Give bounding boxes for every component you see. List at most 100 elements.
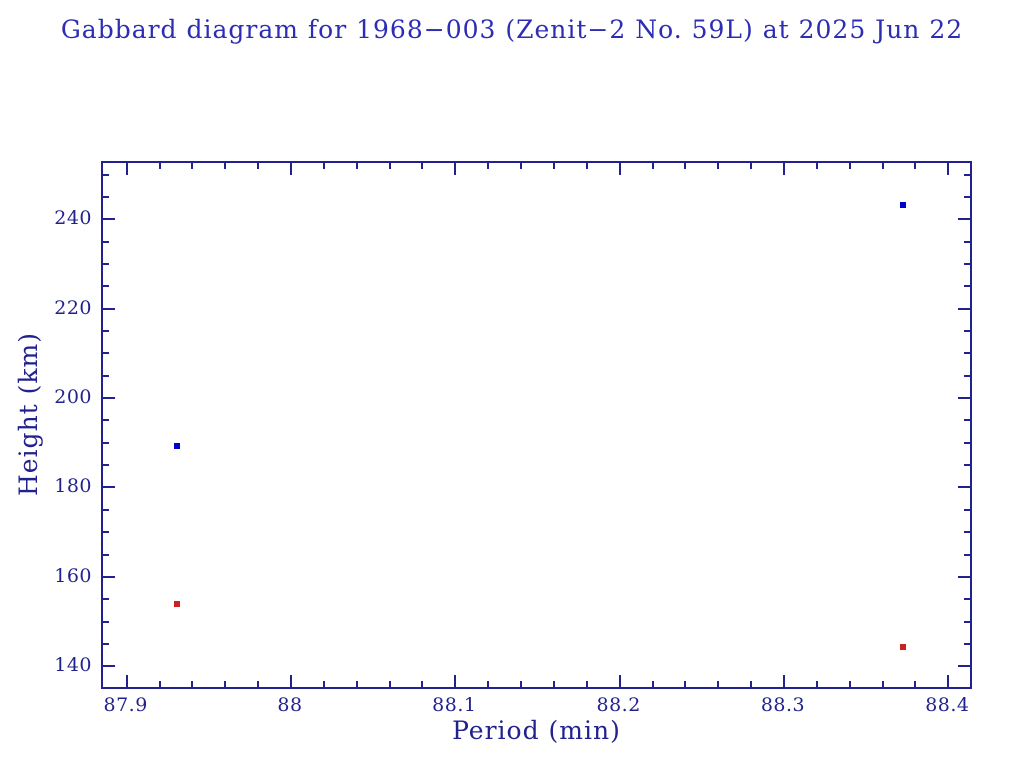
x-tick-label: 88.4	[925, 694, 970, 716]
y-minor-tick	[103, 598, 109, 600]
x-tick-label: 88.3	[760, 694, 806, 716]
y-tick-label: 240	[54, 207, 92, 230]
x-minor-tick	[553, 163, 555, 169]
x-minor-tick	[421, 681, 423, 687]
x-minor-tick	[882, 681, 884, 687]
x-minor-tick	[224, 163, 226, 169]
x-axis-label: Period (min)	[452, 716, 621, 745]
y-minor-tick	[103, 285, 109, 287]
x-minor-tick	[717, 163, 719, 169]
x-minor-tick	[257, 681, 259, 687]
x-minor-tick	[750, 163, 752, 169]
y-tick-label: 180	[54, 475, 92, 498]
y-minor-tick	[103, 196, 109, 198]
x-minor-tick	[652, 163, 654, 169]
y-major-tick	[103, 397, 115, 399]
y-major-tick	[103, 218, 115, 220]
y-major-tick	[958, 308, 970, 310]
y-minor-tick	[964, 419, 970, 421]
x-minor-tick	[717, 681, 719, 687]
x-major-tick	[290, 163, 292, 175]
x-minor-tick	[684, 681, 686, 687]
x-minor-tick	[323, 681, 325, 687]
y-major-tick	[103, 486, 115, 488]
x-minor-tick	[816, 681, 818, 687]
y-minor-tick	[964, 263, 970, 265]
chart-title: Gabbard diagram for 1968−003 (Zenit−2 No…	[60, 15, 964, 44]
data-point-apogee	[174, 443, 180, 449]
x-minor-tick	[421, 163, 423, 169]
y-major-tick	[958, 665, 970, 667]
x-minor-tick	[652, 681, 654, 687]
y-major-tick	[103, 665, 115, 667]
y-minor-tick	[103, 419, 109, 421]
x-major-tick	[619, 675, 621, 687]
x-major-tick	[783, 675, 785, 687]
y-minor-tick	[103, 464, 109, 466]
y-minor-tick	[964, 241, 970, 243]
x-minor-tick	[684, 163, 686, 169]
y-tick-label: 220	[54, 296, 92, 319]
x-minor-tick	[487, 163, 489, 169]
y-major-tick	[958, 486, 970, 488]
y-minor-tick	[103, 643, 109, 645]
y-minor-tick	[103, 621, 109, 623]
x-minor-tick	[586, 681, 588, 687]
y-major-tick	[958, 397, 970, 399]
x-major-tick	[947, 675, 949, 687]
x-minor-tick	[323, 163, 325, 169]
y-minor-tick	[103, 174, 109, 176]
y-minor-tick	[103, 241, 109, 243]
x-minor-tick	[914, 163, 916, 169]
y-minor-tick	[964, 442, 970, 444]
y-minor-tick	[103, 375, 109, 377]
x-minor-tick	[816, 163, 818, 169]
y-minor-tick	[964, 509, 970, 511]
y-minor-tick	[103, 352, 109, 354]
x-minor-tick	[159, 163, 161, 169]
y-minor-tick	[964, 464, 970, 466]
y-minor-tick	[103, 531, 109, 533]
x-major-tick	[783, 163, 785, 175]
x-major-tick	[126, 675, 128, 687]
x-minor-tick	[356, 163, 358, 169]
y-minor-tick	[964, 621, 970, 623]
y-minor-tick	[103, 330, 109, 332]
y-minor-tick	[964, 598, 970, 600]
x-minor-tick	[356, 681, 358, 687]
y-minor-tick	[964, 330, 970, 332]
x-minor-tick	[487, 681, 489, 687]
plot-area	[101, 161, 972, 689]
data-point-perigee	[900, 644, 906, 650]
x-minor-tick	[224, 681, 226, 687]
x-minor-tick	[586, 163, 588, 169]
x-minor-tick	[191, 681, 193, 687]
data-point-perigee	[174, 601, 180, 607]
x-minor-tick	[191, 163, 193, 169]
y-minor-tick	[103, 554, 109, 556]
y-major-tick	[103, 308, 115, 310]
y-minor-tick	[964, 643, 970, 645]
data-point-apogee	[900, 202, 906, 208]
y-minor-tick	[964, 196, 970, 198]
y-minor-tick	[964, 285, 970, 287]
x-major-tick	[454, 675, 456, 687]
y-major-tick	[958, 218, 970, 220]
y-minor-tick	[103, 509, 109, 511]
x-minor-tick	[750, 681, 752, 687]
y-minor-tick	[964, 554, 970, 556]
x-major-tick	[947, 163, 949, 175]
y-minor-tick	[964, 531, 970, 533]
x-major-tick	[290, 675, 292, 687]
y-tick-label: 140	[54, 654, 92, 677]
x-minor-tick	[389, 163, 391, 169]
x-minor-tick	[914, 681, 916, 687]
y-minor-tick	[103, 442, 109, 444]
x-minor-tick	[882, 163, 884, 169]
y-minor-tick	[964, 375, 970, 377]
y-axis-label: Height (km)	[14, 331, 43, 497]
x-tick-label: 88.2	[596, 694, 641, 716]
x-minor-tick	[159, 681, 161, 687]
x-major-tick	[454, 163, 456, 175]
